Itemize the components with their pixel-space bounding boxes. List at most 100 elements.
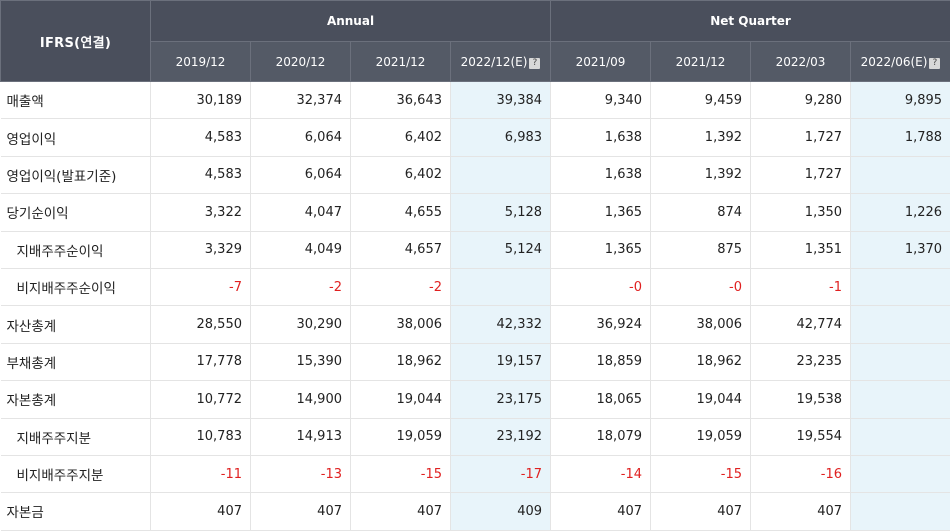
table-cell: 6,402	[351, 156, 451, 193]
question-icon[interactable]: ?	[929, 58, 940, 69]
period-header: 2022/06(E)?	[851, 42, 950, 82]
table-cell: 23,175	[451, 381, 551, 418]
period-header: 2019/12	[151, 42, 251, 82]
table-cell: 9,459	[651, 82, 751, 119]
table-cell: 6,983	[451, 119, 551, 156]
row-label: 지배주주지분	[1, 418, 151, 455]
row-label: 매출액	[1, 82, 151, 119]
table-cell: 38,006	[351, 306, 451, 343]
table-row: 비지배주주지분-11-13-15-17-14-15-16	[1, 455, 950, 492]
quarter-group-header: Net Quarter	[551, 1, 950, 42]
table-cell: 1,788	[851, 119, 950, 156]
table-cell: 30,290	[251, 306, 351, 343]
table-cell: 9,340	[551, 82, 651, 119]
table-cell: -2	[351, 268, 451, 305]
row-label: 영업이익(발표기준)	[1, 156, 151, 193]
period-label: 2020/12	[276, 55, 326, 69]
table-cell: 15,390	[251, 343, 351, 380]
period-label: 2022/03	[776, 55, 826, 69]
table-cell: -15	[351, 455, 451, 492]
table-cell: -0	[651, 268, 751, 305]
table-cell: 4,583	[151, 156, 251, 193]
period-label: 2022/06(E)	[861, 55, 928, 69]
period-label: 2021/12	[676, 55, 726, 69]
table-cell: -14	[551, 455, 651, 492]
table-cell: 1,638	[551, 156, 651, 193]
table-cell: 4,047	[251, 194, 351, 231]
table-cell: -13	[251, 455, 351, 492]
table-cell: 32,374	[251, 82, 351, 119]
table-cell: 875	[651, 231, 751, 268]
row-label: 부채총계	[1, 343, 151, 380]
table-cell: 18,065	[551, 381, 651, 418]
table-cell: 1,226	[851, 194, 950, 231]
table-cell: 1,365	[551, 231, 651, 268]
table-cell	[851, 381, 950, 418]
row-label: 지배주주순이익	[1, 231, 151, 268]
period-header: 2022/03	[751, 42, 851, 82]
table-cell: -7	[151, 268, 251, 305]
table-cell: 19,554	[751, 418, 851, 455]
table-cell: 1,392	[651, 156, 751, 193]
table-cell	[851, 418, 950, 455]
table-cell: 4,049	[251, 231, 351, 268]
table-cell: 874	[651, 194, 751, 231]
table-cell: -2	[251, 268, 351, 305]
table-cell: -17	[451, 455, 551, 492]
table-cell: 14,913	[251, 418, 351, 455]
table-cell: 5,124	[451, 231, 551, 268]
table-cell: -16	[751, 455, 851, 492]
period-header: 2020/12	[251, 42, 351, 82]
table-cell	[851, 455, 950, 492]
table-cell: 1,638	[551, 119, 651, 156]
table-cell: 23,192	[451, 418, 551, 455]
table-cell	[851, 268, 950, 305]
table-cell: 4,657	[351, 231, 451, 268]
period-header: 2021/09	[551, 42, 651, 82]
table-cell	[451, 268, 551, 305]
table-cell: 1,370	[851, 231, 950, 268]
table-cell: 18,079	[551, 418, 651, 455]
table-cell: 4,583	[151, 119, 251, 156]
table-cell: -0	[551, 268, 651, 305]
table-cell: 9,280	[751, 82, 851, 119]
table-cell: 6,402	[351, 119, 451, 156]
row-label: 비지배주주순이익	[1, 268, 151, 305]
table-cell: 19,538	[751, 381, 851, 418]
table-cell	[851, 343, 950, 380]
table-header: IFRS(연결) Annual Net Quarter 2019/12 2020/…	[1, 1, 950, 82]
period-label: 2022/12(E)	[461, 55, 528, 69]
table-cell: 6,064	[251, 119, 351, 156]
table-cell: 3,329	[151, 231, 251, 268]
period-header: 2021/12	[651, 42, 751, 82]
question-icon[interactable]: ?	[529, 58, 540, 69]
table-cell: 1,351	[751, 231, 851, 268]
table-cell: 28,550	[151, 306, 251, 343]
table-cell: 10,783	[151, 418, 251, 455]
period-label: 2021/12	[376, 55, 426, 69]
table-cell: 36,643	[351, 82, 451, 119]
table-cell: 17,778	[151, 343, 251, 380]
table-cell	[451, 156, 551, 193]
table-cell: 4,655	[351, 194, 451, 231]
table-cell	[851, 156, 950, 193]
period-header: 2021/12	[351, 42, 451, 82]
annual-group-header: Annual	[151, 1, 551, 42]
corner-header: IFRS(연결)	[1, 1, 151, 82]
table-cell: 19,059	[651, 418, 751, 455]
period-header: 2022/12(E)?	[451, 42, 551, 82]
table-cell: 9,895	[851, 82, 950, 119]
row-label: 비지배주주지분	[1, 455, 151, 492]
table-cell: 18,859	[551, 343, 651, 380]
table-cell: 19,059	[351, 418, 451, 455]
table-cell: 42,774	[751, 306, 851, 343]
table-cell: -11	[151, 455, 251, 492]
